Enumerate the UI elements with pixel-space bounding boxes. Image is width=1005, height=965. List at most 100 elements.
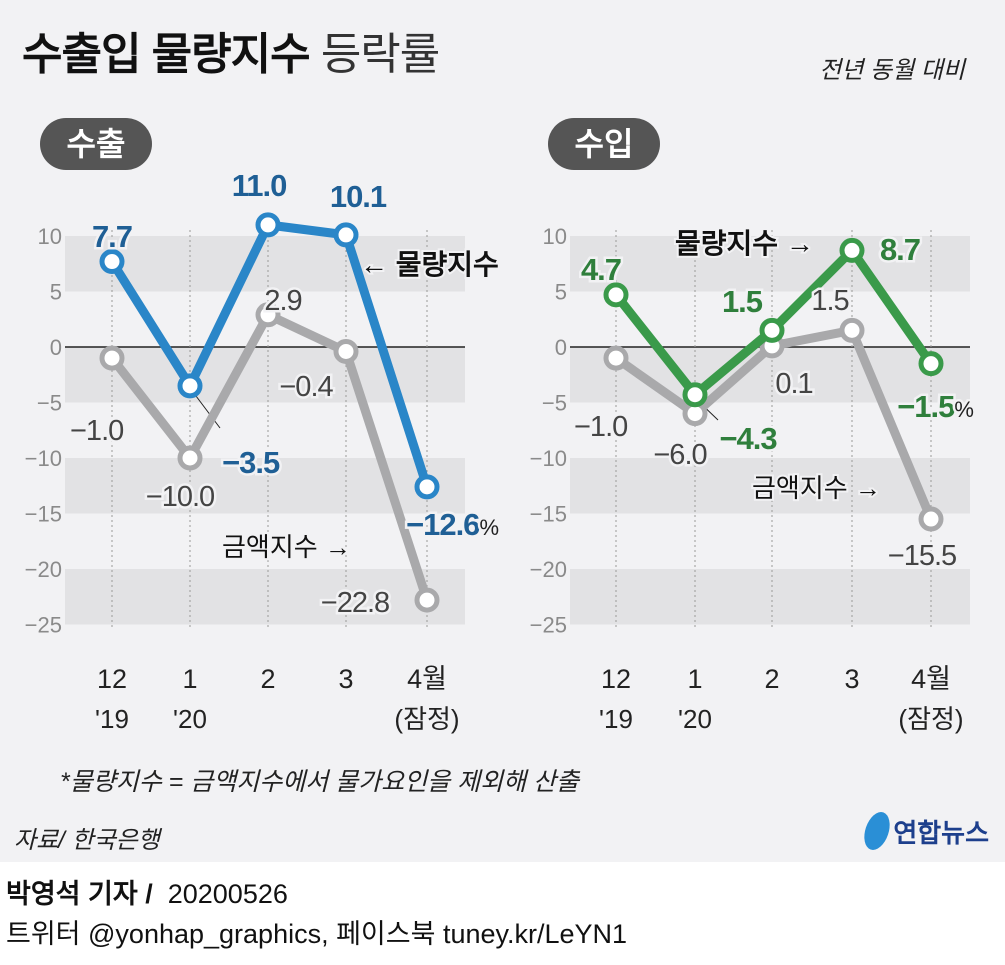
volume-data-label: −4.3 [719, 421, 777, 456]
title-light: 등락률 [320, 30, 440, 79]
volume-index-point [99, 249, 125, 275]
import-chart: 10 5 0 −5 −10 −15 −20 −25 12 '19 1 '20 2 3 4월 (잠정) 4.7 −4… [530, 224, 977, 734]
amount-index-point [603, 345, 629, 371]
grid-band [570, 569, 970, 625]
amount-index-point [333, 338, 359, 364]
x-tick-label: 2 [260, 664, 275, 694]
y-tick-label: −15 [25, 502, 62, 527]
amount-data-label: −15.5 [888, 540, 956, 572]
volume-data-label: 1.5 [722, 284, 763, 319]
x-tick-sublabel: '19 [95, 704, 129, 734]
amount-index-point [839, 317, 865, 343]
title-bold: 수출입 물량지수 [22, 30, 311, 79]
amount-data-label: −0.4 [279, 371, 333, 403]
amount-data-label: −22.8 [321, 587, 389, 619]
x-tick-label: 12 [97, 664, 127, 694]
y-tick-label: −10 [530, 446, 567, 471]
x-tick-label: 4월 [911, 664, 951, 694]
grid-band [570, 236, 970, 292]
y-tick-label: 0 [50, 335, 62, 360]
export-chart-title: 수출 [40, 118, 152, 170]
volume-index-point [603, 282, 629, 308]
amount-index-point [99, 345, 125, 371]
grid-band [65, 569, 465, 625]
volume-data-label: 7.7 [92, 219, 132, 254]
unit-label: % [954, 397, 973, 422]
volume-index-point [918, 351, 944, 377]
x-tick-sublabel: (잠정) [394, 704, 459, 734]
volume-data-label: −12.6% [406, 507, 498, 542]
y-tick-label: 10 [543, 224, 567, 249]
amount-series-label: 금액지수 → [222, 532, 351, 562]
yonhap-logo: 연합뉴스 [861, 812, 989, 850]
volume-series-label: ← 물량지수 [360, 249, 499, 280]
volume-data-label: 8.7 [880, 232, 920, 267]
logo-text: 연합뉴스 [893, 817, 989, 848]
x-tick-label: 1 [182, 664, 197, 694]
volume-index-point [682, 382, 708, 408]
amount-index-point [177, 445, 203, 471]
grid-band [570, 458, 970, 514]
y-tick-label: −25 [530, 613, 567, 638]
y-tick-label: −15 [530, 502, 567, 527]
y-tick-label: −25 [25, 613, 62, 638]
volume-index-point [759, 317, 785, 343]
unit-label: % [479, 515, 498, 540]
volume-data-label: −3.5 [222, 445, 280, 480]
volume-data-label: 11.0 [232, 168, 287, 203]
amount-index-point [414, 587, 440, 613]
x-tick-label: 4월 [407, 664, 447, 694]
volume-index-point [255, 212, 281, 238]
amount-series-label: 금액지수 → [752, 473, 881, 503]
y-tick-label: −20 [25, 557, 62, 582]
volume-data-label: 10.1 [330, 179, 387, 214]
grid-band [65, 236, 465, 292]
amount-data-label: 0.1 [775, 368, 812, 400]
x-tick-sublabel: '19 [599, 704, 633, 734]
x-tick-sublabel: '20 [678, 704, 712, 734]
y-tick-label: 5 [555, 280, 567, 305]
y-tick-label: −5 [37, 391, 62, 416]
volume-series-label: 물량지수 → [675, 228, 814, 259]
x-tick-label: 3 [844, 664, 859, 694]
byline: 박영석 기자 / 20200526 [6, 872, 288, 911]
footnote: *물량지수 = 금액지수에서 물가요인을 제외해 산출 [60, 768, 580, 796]
volume-index-point [177, 373, 203, 399]
x-tick-label: 1 [687, 664, 702, 694]
x-tick-label: 2 [764, 664, 779, 694]
x-tick-sublabel: (잠정) [898, 704, 963, 734]
amount-data-label: 2.9 [264, 285, 301, 317]
amount-data-label: 1.5 [811, 285, 848, 317]
x-tick-label: 12 [601, 664, 631, 694]
y-tick-label: −5 [542, 391, 567, 416]
export-chart: 10 5 0 −5 −10 −15 −20 −25 12 '19 1 '20 2 3 4월 (잠정) 7.7 −3… [25, 166, 502, 735]
x-tick-label: 3 [338, 664, 353, 694]
source: 자료/ 한국은행 [14, 827, 160, 854]
y-tick-label: −20 [530, 557, 567, 582]
x-tick-sublabel: '20 [173, 704, 207, 734]
amount-data-label: −10.0 [146, 481, 214, 513]
amount-data-label: −1.0 [70, 415, 123, 447]
amount-data-label: −1.0 [574, 411, 627, 443]
subtitle: 전년 동월 대비 [819, 57, 965, 84]
social-links: 트위터 @yonhap_graphics, 페이스북 tuney.kr/LeYN… [6, 919, 628, 949]
y-tick-label: 0 [555, 335, 567, 360]
amount-index-point [255, 302, 281, 328]
volume-index-point [333, 222, 359, 248]
volume-data-label: −1.5% [897, 389, 973, 424]
page-title: 수출입 물량지수 등락률 [22, 18, 440, 82]
volume-index-point [414, 474, 440, 500]
y-tick-label: 10 [38, 224, 62, 249]
volume-index-point [839, 237, 865, 263]
import-chart-title: 수입 [548, 118, 660, 170]
amount-data-label: −6.0 [653, 439, 706, 471]
logo-icon [861, 812, 894, 850]
author: 박영석 기자 / [6, 879, 153, 909]
y-tick-label: 5 [50, 280, 62, 305]
volume-data-label: 4.7 [581, 252, 621, 287]
y-tick-label: −10 [25, 446, 62, 471]
date: 20200526 [167, 879, 288, 909]
amount-index-point [918, 506, 944, 532]
